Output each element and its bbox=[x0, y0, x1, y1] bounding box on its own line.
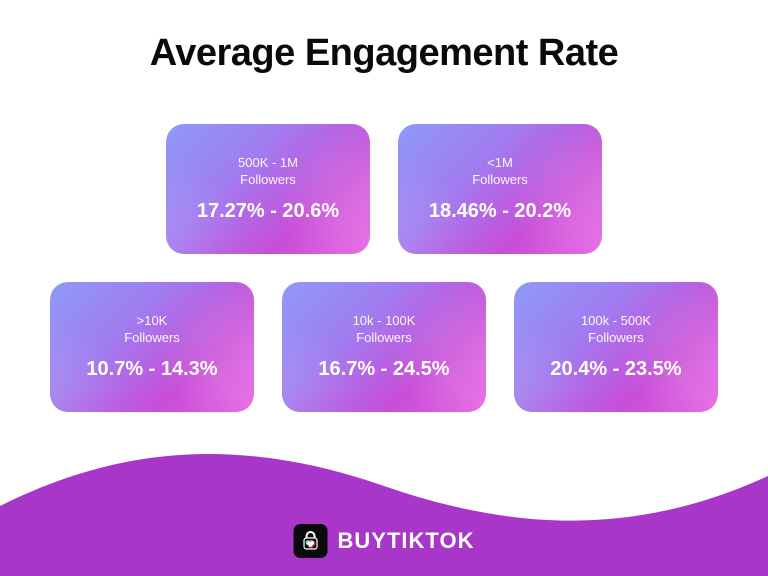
card-range: 500K - 1M bbox=[238, 155, 298, 170]
card-followers-word: Followers bbox=[353, 330, 416, 346]
page-title: Average Engagement Rate bbox=[0, 0, 768, 75]
brand-lock-heart-icon bbox=[294, 524, 328, 558]
card-100k-500k: 100k - 500K Followers 20.4% - 23.5% bbox=[514, 282, 718, 412]
card-followers-word: Followers bbox=[238, 172, 298, 188]
card-range-label: <1M Followers bbox=[472, 155, 528, 188]
card-value: 20.4% - 23.5% bbox=[550, 358, 681, 381]
card-range: 10k - 100K bbox=[353, 313, 416, 328]
card-range: >10K bbox=[137, 313, 168, 328]
brand-text: BUYTIKTOK bbox=[338, 528, 475, 554]
card-row-top: 500K - 1M Followers 17.27% - 20.6% <1M F… bbox=[0, 124, 768, 254]
card-500k-1m: 500K - 1M Followers 17.27% - 20.6% bbox=[166, 124, 370, 254]
card-10k-100k: 10k - 100K Followers 16.7% - 24.5% bbox=[282, 282, 486, 412]
card-range-label: 10k - 100K Followers bbox=[353, 313, 416, 346]
card-value: 17.27% - 20.6% bbox=[197, 200, 339, 223]
cards-container: 500K - 1M Followers 17.27% - 20.6% <1M F… bbox=[0, 124, 768, 440]
brand: BUYTIKTOK bbox=[294, 524, 475, 558]
card-lt-1m: <1M Followers 18.46% - 20.2% bbox=[398, 124, 602, 254]
card-row-bottom: >10K Followers 10.7% - 14.3% 10k - 100K … bbox=[0, 282, 768, 412]
card-value: 16.7% - 24.5% bbox=[318, 358, 449, 381]
card-value: 18.46% - 20.2% bbox=[429, 200, 571, 223]
card-gt-10k: >10K Followers 10.7% - 14.3% bbox=[50, 282, 254, 412]
card-range-label: 500K - 1M Followers bbox=[238, 155, 298, 188]
card-range-label: 100k - 500K Followers bbox=[581, 313, 651, 346]
card-range-label: >10K Followers bbox=[124, 313, 180, 346]
card-value: 10.7% - 14.3% bbox=[86, 358, 217, 381]
card-followers-word: Followers bbox=[472, 172, 528, 188]
card-followers-word: Followers bbox=[124, 330, 180, 346]
card-followers-word: Followers bbox=[581, 330, 651, 346]
card-range: 100k - 500K bbox=[581, 313, 651, 328]
card-range: <1M bbox=[487, 155, 513, 170]
